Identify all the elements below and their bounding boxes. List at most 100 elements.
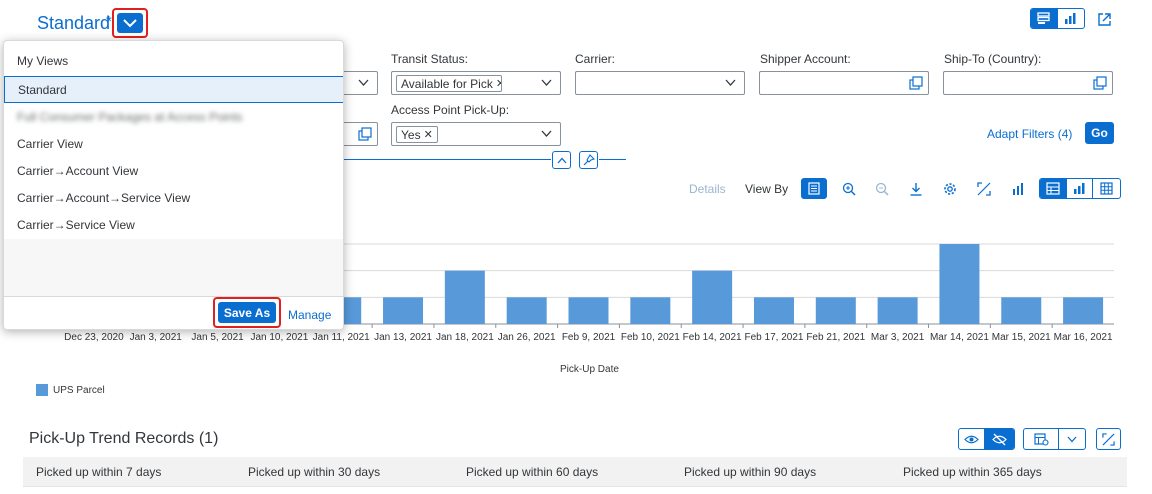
bar-10[interactable] <box>692 270 733 324</box>
collapse-header-button[interactable] <box>552 151 571 169</box>
transit-status-label: Transit Status: <box>391 52 468 66</box>
download-button[interactable] <box>904 178 928 200</box>
shipper-account-label: Shipper Account: <box>760 52 851 66</box>
chart-settings-button[interactable] <box>938 178 962 200</box>
view-by-button[interactable]: View By <box>745 182 789 196</box>
zoom-out-icon <box>875 182 889 196</box>
records-fullscreen-button[interactable] <box>1096 428 1121 450</box>
bar-6[interactable] <box>444 270 485 324</box>
chevron-down-icon <box>358 79 369 86</box>
x-tick-label: Feb 9, 2021 <box>562 332 616 343</box>
chart-type-button[interactable] <box>1006 178 1030 200</box>
zoom-in-icon <box>842 182 856 196</box>
ship-to-country-field[interactable] <box>943 71 1113 95</box>
access-point-pickup-token[interactable]: Yes ✕ <box>396 126 438 143</box>
share-button[interactable] <box>1092 8 1116 30</box>
pin-header-button[interactable] <box>579 151 598 169</box>
variant-item-standard[interactable]: Standard <box>4 76 343 103</box>
transit-status-field[interactable]: Available for Pick ✕ <box>391 71 561 95</box>
chevron-down-icon <box>725 79 736 86</box>
variant-item-carrier-account-service-view[interactable]: Carrier→Account→Service View <box>17 190 191 205</box>
chart-view-button[interactable] <box>1067 179 1094 198</box>
variant-management-popover: My Views Standard Full Consumer Packages… <box>3 40 344 330</box>
legend-swatch <box>36 384 48 396</box>
bar-8[interactable] <box>568 297 609 324</box>
variant-title[interactable]: Standard <box>37 13 111 33</box>
adapt-filters-link[interactable]: Adapt Filters (4) <box>987 127 1073 141</box>
zoom-out-button[interactable] <box>870 178 894 200</box>
bar-12[interactable] <box>815 297 856 324</box>
bar-13[interactable] <box>877 297 918 324</box>
table-settings-icon <box>1034 432 1049 446</box>
bar-5[interactable] <box>383 297 424 324</box>
token-remove-icon[interactable]: ✕ <box>496 77 501 90</box>
x-tick-label: Jan 3, 2021 <box>130 332 183 343</box>
carrier-label: Carrier: <box>575 52 616 66</box>
show-details-button[interactable] <box>959 429 986 449</box>
x-tick-label: Feb 14, 2021 <box>683 332 742 343</box>
list-layout-icon <box>1037 12 1050 24</box>
popover-title: My Views <box>17 54 69 68</box>
variant-item-carrier-account-view[interactable]: Carrier→Account View <box>17 163 139 178</box>
legend-toggle-button[interactable] <box>801 178 827 199</box>
variant-item-blurred-label: Full Consumer Packages at Access Points <box>17 109 243 124</box>
chart-header-button[interactable] <box>1058 9 1084 28</box>
x-tick-label: Mar 14, 2021 <box>930 332 989 343</box>
eye-hidden-icon <box>992 433 1007 445</box>
save-as-button[interactable]: Save As <box>218 302 276 323</box>
fullscreen-button[interactable] <box>972 178 996 200</box>
table-header-row: Picked up within 7 days Picked up within… <box>23 457 1127 487</box>
x-tick-label: Mar 3, 2021 <box>871 332 925 343</box>
variant-item-blurred[interactable]: Full Consumer Packages at Access Points <box>4 103 343 130</box>
eye-icon <box>964 435 979 443</box>
hide-details-button[interactable] <box>985 429 1014 449</box>
bar-15[interactable] <box>1001 297 1042 324</box>
ship-to-country-label: Ship-To (Country): <box>944 52 1042 66</box>
x-tick-label: Jan 18, 2021 <box>436 332 494 343</box>
chevron-down-icon <box>541 130 552 137</box>
details-button[interactable]: Details <box>689 182 726 196</box>
header-view-toggle <box>1030 8 1085 29</box>
shipper-account-field[interactable] <box>759 71 929 95</box>
access-point-pickup-token-text: Yes <box>401 127 421 142</box>
x-tick-label: Jan 26, 2021 <box>498 332 556 343</box>
token-remove-icon[interactable]: ✕ <box>423 129 433 141</box>
bar-9[interactable] <box>630 297 671 324</box>
popover-footer <box>4 296 343 329</box>
variant-item-carrier-service-view[interactable]: Carrier→Service View <box>17 217 135 232</box>
variant-dropdown-button[interactable] <box>117 13 143 33</box>
table-settings-menu-button[interactable] <box>1059 429 1085 449</box>
personalize-group <box>1023 428 1086 450</box>
show-hide-toggle <box>958 428 1015 450</box>
bar-7[interactable] <box>506 297 547 324</box>
chevron-down-icon <box>541 79 552 86</box>
column-header-7-days[interactable]: Picked up within 7 days <box>36 465 162 479</box>
bar-11[interactable] <box>753 297 794 324</box>
carrier-field[interactable] <box>575 71 745 95</box>
gear-icon <box>944 183 956 195</box>
x-tick-label: Jan 5, 2021 <box>191 332 244 343</box>
bar-16[interactable] <box>1063 297 1104 324</box>
column-header-90-days[interactable]: Picked up within 90 days <box>684 465 817 479</box>
value-help-icon <box>909 76 923 90</box>
access-point-pickup-field[interactable]: Yes ✕ <box>391 122 561 146</box>
transit-status-token-text: Available for Pick <box>401 76 493 91</box>
table-settings-button[interactable] <box>1024 429 1060 449</box>
x-tick-label: Feb 10, 2021 <box>621 332 680 343</box>
zoom-in-button[interactable] <box>837 178 861 200</box>
go-button[interactable]: Go <box>1085 122 1114 144</box>
x-tick-label: Jan 10, 2021 <box>250 332 308 343</box>
variant-item-carrier-view[interactable]: Carrier View <box>17 136 83 151</box>
manage-button[interactable]: Manage <box>288 308 332 322</box>
compact-header-button[interactable] <box>1031 9 1058 28</box>
column-header-60-days[interactable]: Picked up within 60 days <box>466 465 599 479</box>
bar-14[interactable] <box>939 244 980 324</box>
table-view-button[interactable] <box>1093 179 1120 198</box>
transit-status-token[interactable]: Available for Pick ✕ <box>396 75 502 92</box>
column-header-30-days[interactable]: Picked up within 30 days <box>248 465 381 479</box>
chart-table-icon <box>1046 182 1060 195</box>
column-header-365-days[interactable]: Picked up within 365 days <box>903 465 1042 479</box>
variant-list: Standard Full Consumer Packages at Acces… <box>4 76 343 238</box>
chart-and-table-view-button[interactable] <box>1040 179 1067 198</box>
